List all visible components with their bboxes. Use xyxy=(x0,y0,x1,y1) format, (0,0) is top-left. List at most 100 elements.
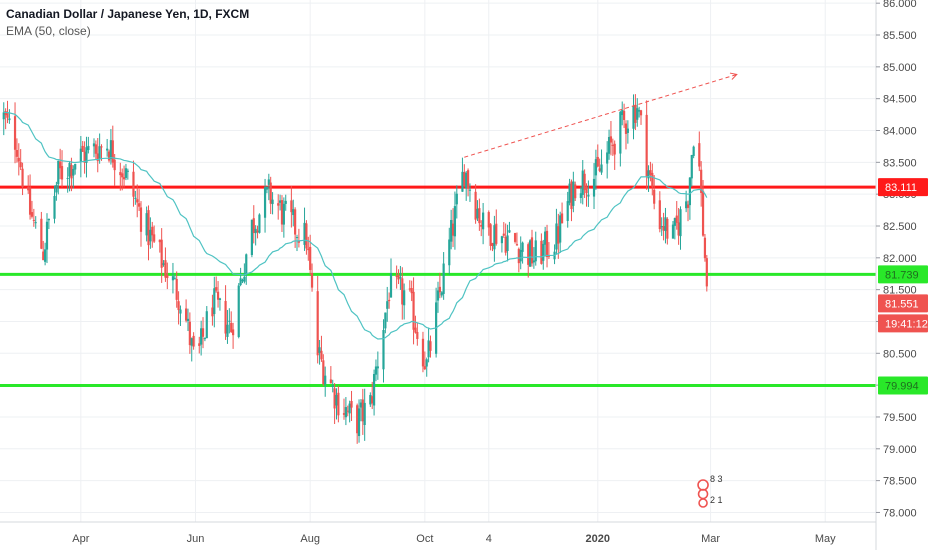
last-price-badge-bg xyxy=(878,294,928,313)
candle-body xyxy=(231,329,235,336)
candle-body xyxy=(239,278,242,285)
candle-body xyxy=(436,290,440,301)
candle-body xyxy=(151,226,154,236)
countdown-badge[interactable]: 19:41:12 xyxy=(878,314,928,333)
candle-body xyxy=(527,244,530,265)
candle-body xyxy=(277,203,280,206)
candle-body xyxy=(329,379,332,384)
x-tick-label: 4 xyxy=(486,533,492,545)
candle-body xyxy=(468,189,472,191)
candle-body xyxy=(544,231,547,245)
candle-body xyxy=(416,331,419,339)
candle-body xyxy=(574,184,577,199)
candle-body xyxy=(685,201,688,209)
candle-body xyxy=(241,280,244,282)
candle-body xyxy=(139,207,143,232)
candle-body xyxy=(500,236,504,244)
candle-body xyxy=(211,307,214,317)
candle-body xyxy=(421,338,425,367)
candle-body xyxy=(258,214,261,233)
candle-body xyxy=(639,110,643,116)
resistance-price-badge[interactable]: 83.111 xyxy=(878,178,928,197)
candle-body xyxy=(218,298,222,300)
y-tick-label: 79.500 xyxy=(883,412,917,424)
candle-body xyxy=(153,234,156,242)
candle-body xyxy=(474,191,477,220)
logo-text-top: 8 3 xyxy=(710,474,723,484)
candle-body xyxy=(502,233,505,236)
candle-body xyxy=(451,223,455,236)
grid xyxy=(0,0,876,522)
candle-body xyxy=(344,407,347,418)
candle-body xyxy=(606,152,609,164)
candle-body xyxy=(269,182,272,204)
candle-body xyxy=(59,161,62,169)
candle-body xyxy=(173,277,176,279)
candle-body xyxy=(149,229,152,242)
candle-body xyxy=(547,255,551,257)
candle-body xyxy=(607,136,611,154)
candle-body xyxy=(692,146,695,156)
candle-body xyxy=(331,385,334,387)
candle-body xyxy=(6,112,9,118)
y-tick-label: 85.000 xyxy=(883,62,917,74)
support-price-badge[interactable]: 81.739 xyxy=(878,265,928,284)
candle-body xyxy=(98,146,101,159)
candle-body xyxy=(280,200,284,225)
candle-body xyxy=(429,341,432,351)
candle-body xyxy=(542,243,545,261)
y-tick-label: 79.000 xyxy=(883,444,917,456)
candle-body xyxy=(540,240,543,264)
candle-body xyxy=(94,144,97,154)
candle-body xyxy=(585,186,588,194)
candle-body xyxy=(566,201,569,221)
candle-body xyxy=(309,246,312,270)
y-tick-label: 78.500 xyxy=(883,476,917,488)
resistance-price-badge-text: 83.111 xyxy=(885,182,917,194)
candle-body xyxy=(408,288,411,290)
candle-body xyxy=(363,402,366,425)
candle-body xyxy=(160,239,163,268)
support-price-badge-text: 81.739 xyxy=(885,269,919,281)
candle-body xyxy=(493,225,496,250)
candle-body xyxy=(166,274,169,279)
candle-body xyxy=(310,273,314,288)
candle-body xyxy=(705,258,708,287)
indicator-label[interactable]: EMA (50, close) xyxy=(6,24,91,38)
candle-body xyxy=(621,110,624,116)
candle-body xyxy=(359,402,363,408)
candle-body xyxy=(68,162,71,177)
candle-body xyxy=(83,151,86,163)
candle-body xyxy=(297,240,300,243)
candle-body xyxy=(495,223,498,244)
candle-body xyxy=(466,170,470,189)
candle-body xyxy=(700,169,703,194)
candle-body xyxy=(74,163,77,170)
symbol-title[interactable]: Canadian Dollar / Japanese Yen, 1D, FXCM xyxy=(6,7,250,21)
last-price-badge[interactable]: 81.551 xyxy=(878,294,928,313)
candle-body xyxy=(216,291,220,300)
candle-body xyxy=(414,327,417,333)
candle-body xyxy=(305,223,308,249)
x-tick-label: Apr xyxy=(72,533,89,545)
candle-body xyxy=(198,343,201,346)
candle-body xyxy=(44,249,47,262)
candle-body xyxy=(342,413,346,415)
candle-body xyxy=(570,181,573,210)
candle-body xyxy=(15,150,19,157)
candle-body xyxy=(671,224,675,239)
candle-body xyxy=(19,162,22,168)
candle-body xyxy=(491,243,494,246)
candle-body xyxy=(213,288,216,315)
lower-support-price-badge[interactable]: 79.994 xyxy=(878,376,928,395)
candle-body xyxy=(461,171,464,192)
x-tick-label: Oct xyxy=(416,533,433,545)
candle-body xyxy=(350,401,353,408)
candle-body xyxy=(506,235,509,251)
candle-body xyxy=(100,146,103,148)
candle-body xyxy=(179,309,182,314)
candle-body xyxy=(677,222,680,236)
candle-body xyxy=(596,156,599,167)
